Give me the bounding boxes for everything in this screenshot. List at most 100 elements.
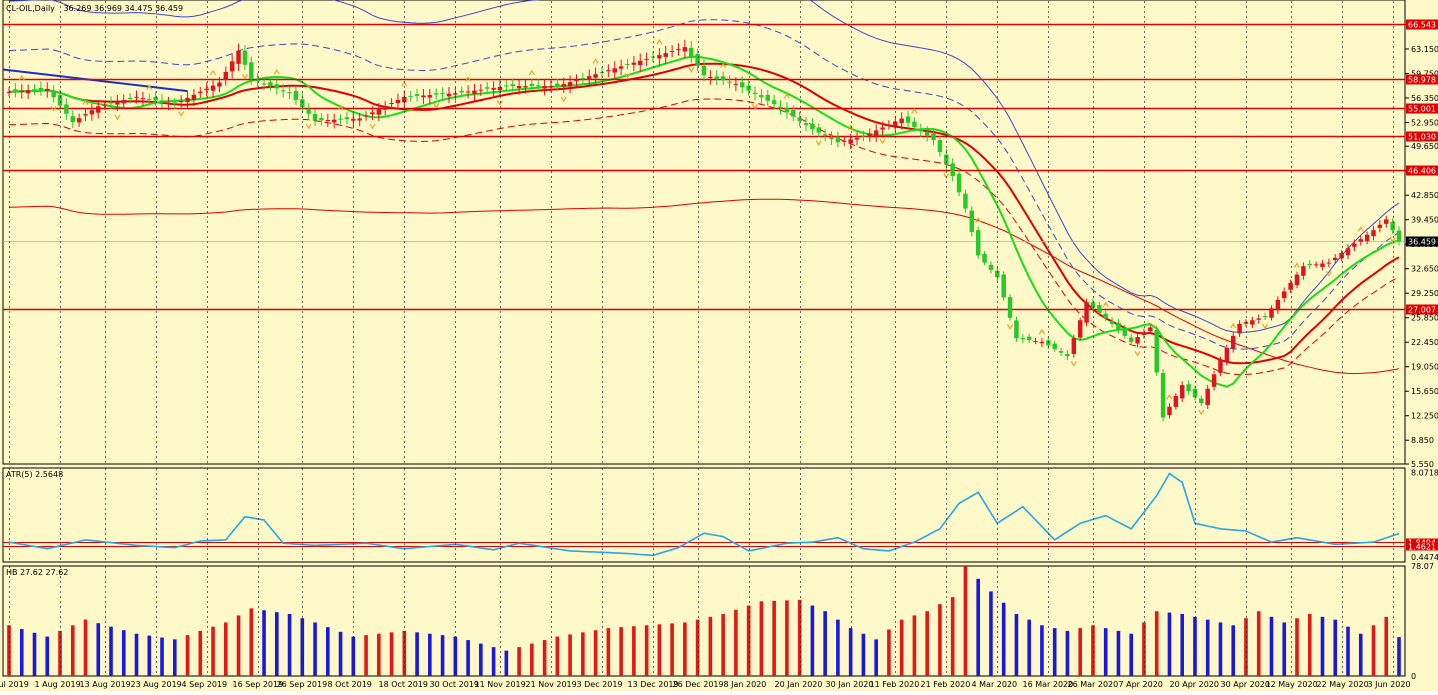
candle-body xyxy=(1179,385,1185,399)
candle-body xyxy=(1007,297,1013,318)
candle-body xyxy=(1211,374,1217,387)
hb-bar xyxy=(517,647,521,676)
candle-body xyxy=(842,140,847,142)
hb-bar xyxy=(887,629,891,676)
candle-body xyxy=(625,63,630,65)
candle-body xyxy=(491,87,496,90)
candle-body xyxy=(574,80,579,82)
candle-body xyxy=(376,109,382,115)
y-tick-label: 56.350 xyxy=(1411,94,1438,103)
candle-body xyxy=(70,116,75,123)
candle-body xyxy=(873,130,879,136)
candle-body xyxy=(1307,263,1312,266)
hb-bar xyxy=(160,637,164,676)
candle-body xyxy=(905,116,911,123)
candle-body xyxy=(453,93,458,95)
fractal-down-icon xyxy=(624,73,631,79)
fractal-down-icon xyxy=(178,111,185,117)
candle-body xyxy=(1097,305,1102,314)
hb-bar xyxy=(491,647,496,676)
candle-body xyxy=(38,87,44,90)
candle-body xyxy=(96,106,101,113)
fractal-up-icon xyxy=(656,39,663,45)
hb-bar xyxy=(211,626,215,676)
x-tick-label: 8 Oct 2019 xyxy=(328,680,372,689)
hb-pane-frame xyxy=(2,565,1406,677)
candle-body xyxy=(631,62,637,65)
candle-body xyxy=(822,134,828,136)
y-tick-label: 63.150 xyxy=(1411,45,1438,54)
candle-body xyxy=(1275,299,1281,311)
fractal-down-icon xyxy=(752,104,759,110)
x-tick-label: 22 Jul 2019 xyxy=(0,680,29,689)
candle-body xyxy=(975,230,981,256)
candle-body xyxy=(210,85,216,91)
fractal-down-icon xyxy=(1325,270,1332,277)
hb-bar xyxy=(632,626,636,676)
candle-body xyxy=(650,56,656,58)
candle-body xyxy=(1243,322,1249,324)
price-pane[interactable]: 66.54363.15059.75056.35052.95049.65046.2… xyxy=(2,0,1438,469)
candle-body xyxy=(1377,224,1383,228)
candle-body xyxy=(791,109,796,117)
candle-body xyxy=(759,95,764,98)
hb-bar xyxy=(19,629,24,676)
fractal-up-icon xyxy=(975,217,982,223)
hb-bar xyxy=(976,578,980,676)
candle-body xyxy=(446,93,452,97)
candle-body xyxy=(440,93,445,95)
candle-body xyxy=(1364,234,1370,242)
hb-bar xyxy=(581,632,585,676)
hb-bar xyxy=(989,591,993,676)
candle-body xyxy=(382,106,388,110)
candle-body xyxy=(504,85,509,87)
hb-bar xyxy=(1397,637,1401,676)
candle-body xyxy=(988,264,994,270)
candle-body xyxy=(567,82,573,87)
candle-body xyxy=(1001,274,1006,298)
fractal-down-icon xyxy=(815,140,822,146)
lower-envelope-dashed xyxy=(8,98,1400,376)
candle-body xyxy=(319,118,324,121)
candle-body xyxy=(1313,264,1319,266)
hb-bar xyxy=(249,608,254,676)
candle-body xyxy=(1109,320,1115,324)
hb-y-tick-label: 78.07 xyxy=(1411,562,1434,571)
candle-body xyxy=(1345,248,1351,256)
hb-bar xyxy=(223,622,228,676)
hb-pane[interactable]: HB 27.62 27.62 78.07 0 xyxy=(2,562,1434,681)
x-tick-label: 21 Nov 2019 xyxy=(526,680,577,689)
candle-body xyxy=(752,92,758,94)
candle-body xyxy=(1301,266,1306,276)
x-tick-label: 23 Aug 2019 xyxy=(131,680,182,689)
hb-bar xyxy=(466,640,470,676)
x-tick-label: 30 Oct 2019 xyxy=(430,680,479,689)
candle-body xyxy=(561,84,566,87)
price-level-tag xyxy=(1406,74,1438,85)
fractal-down-icon xyxy=(1198,409,1205,416)
candle-body xyxy=(1173,395,1179,407)
fractal-down-icon xyxy=(50,106,57,112)
y-tick-label: 42.850 xyxy=(1411,191,1438,200)
candle-body xyxy=(1326,262,1332,264)
fractal-up-icon xyxy=(465,76,472,82)
hb-bar xyxy=(810,605,815,676)
candle-body xyxy=(1269,308,1274,318)
candle-body xyxy=(612,68,617,73)
candle-body xyxy=(1033,340,1038,342)
hb-bar xyxy=(1218,622,1223,676)
atr-y-tick-label: 8.0718 xyxy=(1411,469,1438,478)
x-tick-label: 1 Aug 2019 xyxy=(35,680,81,689)
candle-body xyxy=(1333,257,1338,261)
candle-body xyxy=(459,90,464,93)
fractal-up-icon xyxy=(82,99,89,105)
candle-body xyxy=(880,127,885,130)
candle-body xyxy=(695,54,700,66)
x-tick-label: 4 Sep 2019 xyxy=(182,680,228,689)
candle-body xyxy=(746,85,751,91)
hb-bar xyxy=(797,599,802,676)
hb-bar xyxy=(109,626,113,676)
